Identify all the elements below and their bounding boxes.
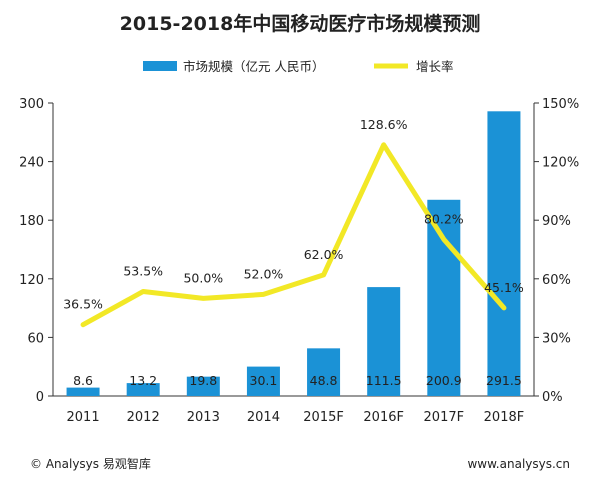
legend-line-label: 增长率 [416,59,454,74]
left-tick-label: 120 [19,273,44,288]
chart-title: 2015-2018年中国移动医疗市场规模预测 [120,12,481,35]
growth-rate-labels: 36.5% 53.5% 50.0% 52.0% 62.0% 128.6% 80.2% 45.1… [63,117,524,312]
growth-rate-label: 36.5% [63,297,103,312]
x-tick-label: 2011 [67,410,100,425]
left-axis-ticks: 0 60 120 180 240 300 [19,97,53,405]
website-url: www.analysys.cn [467,457,570,471]
bar-value-label: 200.9 [426,373,462,388]
bar-value-label: 13.2 [129,373,157,388]
bar-value-label: 30.1 [250,373,278,388]
growth-rate-label: 52.0% [244,266,284,281]
growth-rate-label: 53.5% [123,263,163,278]
growth-rate-label: 80.2% [424,211,464,226]
right-tick-label: 90% [542,214,571,229]
source-text: © Analysys 易观智库 [30,456,151,471]
x-tick-label: 2016F [363,410,404,425]
right-tick-label: 150% [542,97,579,112]
left-tick-label: 180 [19,214,44,229]
bar [66,387,100,396]
bar [246,366,280,396]
bar-value-label: 19.8 [189,373,217,388]
legend-bar-label: 市场规模（亿元 人民币） [183,59,324,74]
growth-rate-label: 128.6% [360,117,408,132]
growth-rate-line [80,142,507,328]
legend-bar-swatch [143,61,177,71]
bar-value-label: 291.5 [486,373,522,388]
left-tick-label: 0 [36,390,44,405]
right-axis-ticks: 0% 30% 60% 90% 120% 150% [534,97,579,405]
bar-value-label: 8.6 [73,373,93,388]
left-tick-label: 300 [19,97,44,112]
bar-value-label: 111.5 [366,373,402,388]
left-tick-label: 240 [19,156,44,171]
x-tick-label: 2012 [127,410,160,425]
bar-series [66,111,521,396]
bar [186,376,220,396]
bar [427,199,461,396]
left-tick-label: 60 [27,331,44,346]
growth-rate-label: 50.0% [183,270,223,285]
growth-rate-label: 62.0% [304,247,344,262]
right-tick-label: 120% [542,156,579,171]
x-tick-label: 2013 [187,410,220,425]
bar [307,348,341,396]
bar-value-label: 48.8 [310,373,338,388]
bar-value-labels: 8.6 13.2 19.8 30.1 48.8 111.5 200.9 291.5 [73,373,522,388]
x-tick-label: 2014 [247,410,280,425]
bar [367,287,401,396]
right-tick-label: 0% [542,390,563,405]
right-tick-label: 60% [542,273,571,288]
x-tick-label: 2015F [303,410,344,425]
growth-rate-label: 45.1% [484,280,524,295]
bar [487,111,521,396]
x-tick-label: 2018F [484,410,525,425]
right-tick-label: 30% [542,331,571,346]
x-axis-tick-labels: 2011 2012 2013 2014 2015F 2016F 2017F 2018F [67,410,525,425]
x-tick-label: 2017F [424,410,465,425]
bar [126,383,160,396]
